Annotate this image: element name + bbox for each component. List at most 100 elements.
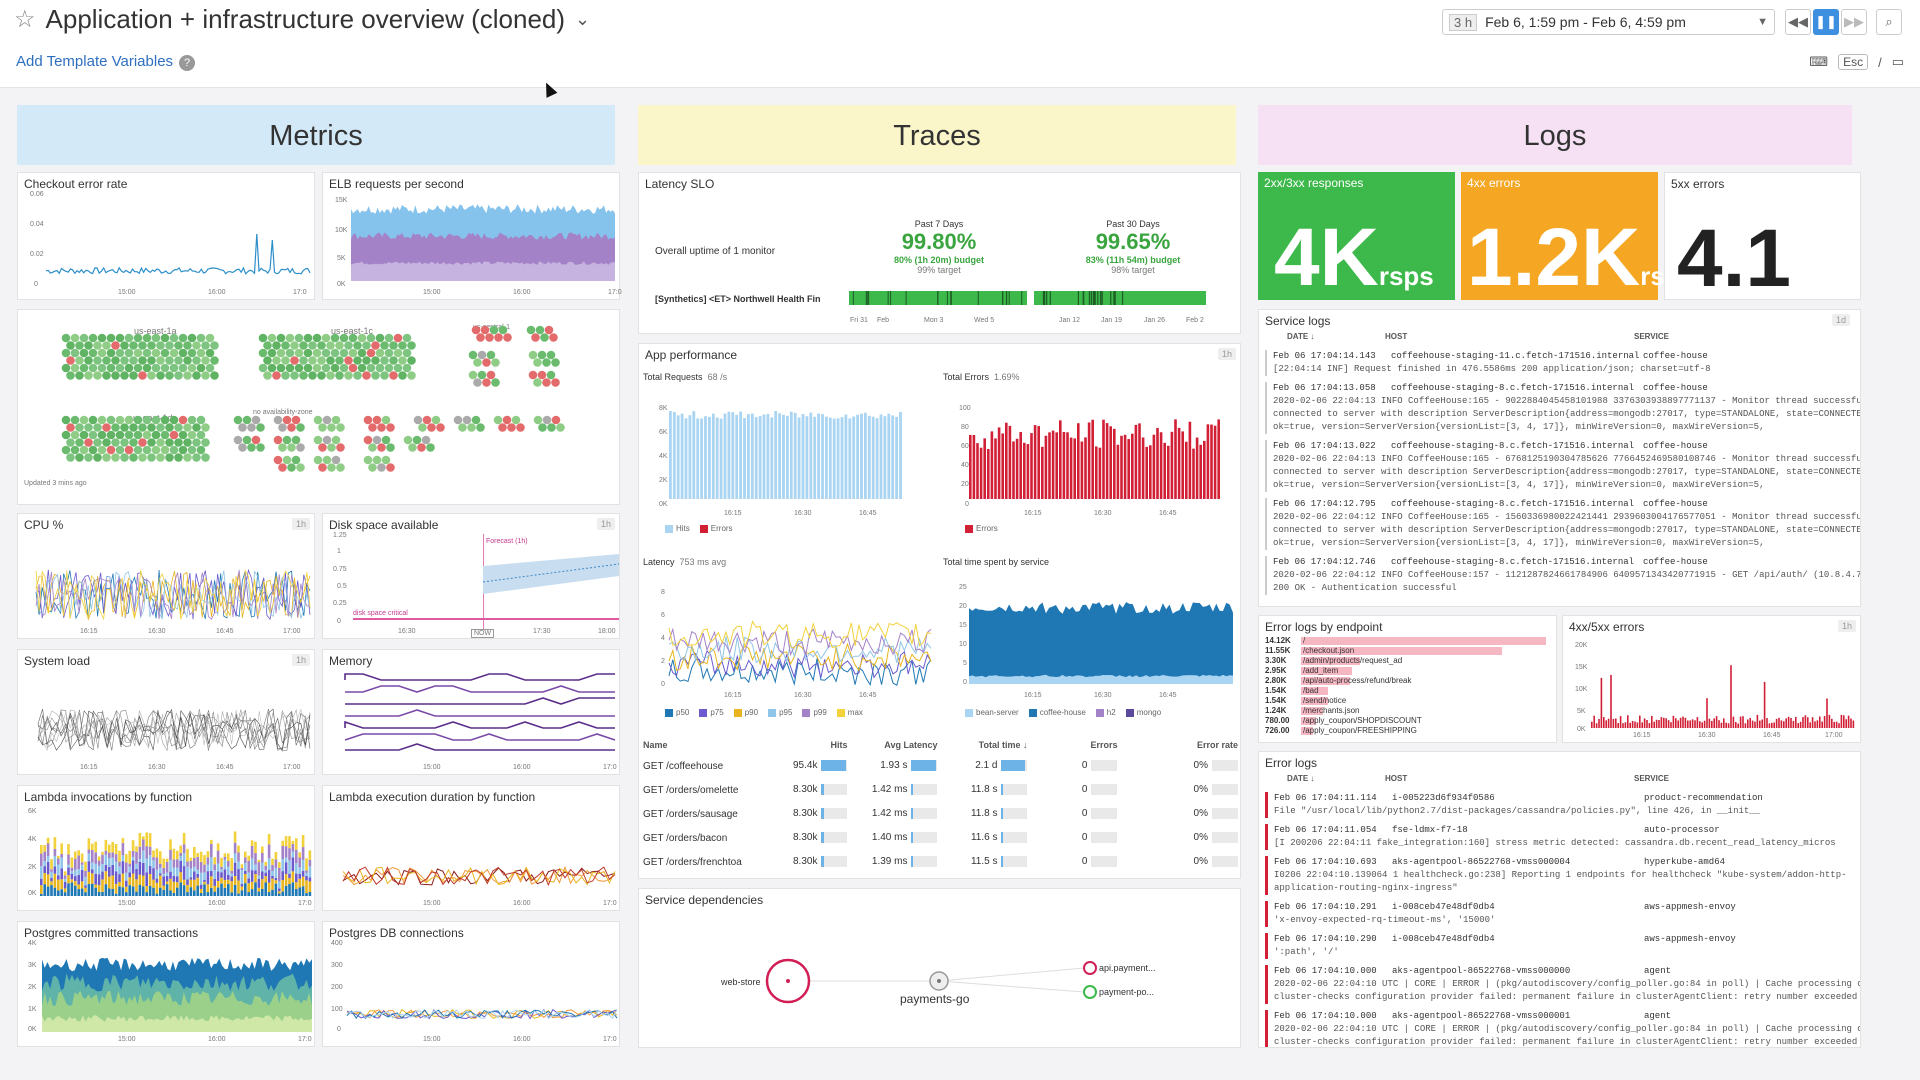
pause-button[interactable]: ❚❚ <box>1813 9 1839 35</box>
app-performance-widget[interactable]: App performance 1h Total Requests 68 /s … <box>638 343 1241 879</box>
bar-segment <box>250 858 254 871</box>
service-dependencies-widget[interactable]: Service dependencies web-store payments-… <box>638 888 1241 1048</box>
downtime-mark <box>977 291 979 305</box>
slo-monitor-name[interactable]: [Synthetics] <ET> Northwell Health Fin <box>655 294 820 304</box>
errors-4xx5xx-widget[interactable]: 4xx/5xx errors 1h 20K 15K 10K 5K 0K 16:15 16:… <box>1562 615 1861 743</box>
toplist-row[interactable]: 2.80K/api/auto-process/refund/break <box>1265 676 1412 685</box>
payment-po-label[interactable]: payment-po... <box>1099 987 1155 997</box>
rewind-button[interactable]: ◀◀ <box>1785 9 1811 35</box>
log-entry[interactable]: Feb 06 17:04:13.022 coffeehouse-staging-8… <box>1265 440 1860 492</box>
cpu-widget[interactable]: CPU % 1h 16:15 16:30 16:45 17:00 <box>17 513 315 639</box>
dashboard-title-text[interactable]: Application + infrastructure overview (c… <box>45 4 566 34</box>
service-logs-widget[interactable]: Service logs 1d DATE ↓ HOST SERVICE Feb 06… <box>1258 309 1861 607</box>
web-store-label[interactable]: web-store <box>721 977 761 987</box>
toplist-row[interactable]: 2.95K/add_item <box>1265 666 1550 676</box>
bar <box>723 413 727 499</box>
host-hex <box>468 350 478 360</box>
table-row[interactable]: GET /coffeehouse 95.4k 1.93 s 2.1 d 0 0% <box>639 754 1242 778</box>
disk-space-widget[interactable]: Disk space available 1h Forecast (1h) di… <box>322 513 620 639</box>
toplist-row[interactable]: 11.55K/checkout.json <box>1265 646 1550 656</box>
esc-key[interactable]: Esc <box>1838 54 1869 70</box>
bar-segment <box>182 879 186 886</box>
lambda-duration-widget[interactable]: Lambda execution duration by function 15… <box>322 785 620 911</box>
log-entry[interactable]: Feb 06 17:04:10.000 aks-agentpool-8652276… <box>1265 965 1860 1004</box>
log-entry[interactable]: Feb 06 17:04:12.746 coffeehouse-staging-8… <box>1265 556 1860 595</box>
elb-requests-widget[interactable]: ELB requests per second 15K 10K 5K 0K 15:00… <box>322 172 622 300</box>
responses-2xx-widget[interactable]: 2xx/3xx responses 4Krsps <box>1258 172 1455 300</box>
bar-segment <box>148 885 152 896</box>
host-hex <box>263 371 272 380</box>
postgres-transactions-widget[interactable]: Postgres committed transactions 4K 3K 2K 1K… <box>17 921 315 1047</box>
bar-segment <box>274 859 278 868</box>
toplist-row[interactable]: 780.00/apply_coupon/SHOPDISCOUNT <box>1265 716 1422 725</box>
col-total-time[interactable]: Total time ↓ <box>978 740 1028 750</box>
host-hex <box>133 348 143 358</box>
time-range-picker[interactable]: 3 h Feb 6, 1:59 pm - Feb 6, 4:59 pm ▼ <box>1442 9 1775 35</box>
keyboard-icon[interactable]: ⌨ <box>1809 54 1829 69</box>
toplist-row[interactable]: 14.12K / <box>1265 636 1550 646</box>
col-latency[interactable]: Avg Latency <box>884 740 938 750</box>
system-load-widget[interactable]: System load 1h 16:15 16:30 16:45 17:00 <box>17 649 315 775</box>
bar-segment <box>220 872 223 878</box>
log-entry[interactable]: Feb 06 17:04:10.000 aks-agentpool-8652276… <box>1265 1010 1860 1047</box>
col-errors[interactable]: Errors <box>1090 740 1118 750</box>
bar-segment <box>121 855 125 862</box>
log-entry[interactable]: Feb 06 17:04:10.290 i-008ceb47e48df0db4 aw… <box>1265 933 1854 959</box>
bar <box>1737 723 1739 728</box>
toplist-row[interactable]: 726.00/apply_coupon/FREESHIPPING <box>1265 726 1417 735</box>
bar-segment <box>80 862 84 865</box>
log-entry[interactable]: Feb 06 17:04:12.795 coffeehouse-staging-8… <box>1265 498 1860 550</box>
host-map-widget[interactable]: us-east-1a us-east-1c us-central-1 us-ea… <box>17 309 620 505</box>
bar-segment <box>162 858 165 868</box>
errors-4xx-widget[interactable]: 4xx errors 1.2Krsps <box>1461 172 1695 300</box>
log-entry[interactable]: Feb 06 17:04:13.058 coffeehouse-staging-8… <box>1265 382 1860 434</box>
table-row[interactable]: GET /orders/bacon 8.30k 1.40 ms 11.6 s 0 0% <box>639 826 1242 850</box>
bar-segment <box>60 868 63 880</box>
star-icon[interactable]: ☆ <box>14 6 36 33</box>
log-entry[interactable]: Feb 06 17:04:14.143 coffeehouse-staging-1… <box>1265 350 1854 376</box>
col-name[interactable]: Name <box>643 740 668 750</box>
postgres-connections-widget[interactable]: Postgres DB connections 400 300 200 100 0 15… <box>322 921 620 1047</box>
toplist-row[interactable]: 1.54K/bad <box>1265 686 1550 696</box>
chevron-down-icon[interactable]: ⌄ <box>575 9 591 29</box>
log-entry[interactable]: Feb 06 17:04:10.291 i-008ceb47e48df0db4 aw… <box>1265 901 1854 927</box>
error-logs-widget[interactable]: Error logs DATE ↓ HOST SERVICE Feb 06 17:0… <box>1258 751 1861 1048</box>
checkout-error-rate-widget[interactable]: Checkout error rate 0.06 0.04 0.02 0 15:00 1… <box>17 172 315 300</box>
col-hits[interactable]: Hits <box>830 740 848 750</box>
forward-button[interactable]: ▶▶ <box>1841 9 1867 35</box>
bar <box>747 414 750 499</box>
host-hex <box>142 333 152 343</box>
tv-mode-icon[interactable]: ▭ <box>1891 54 1904 69</box>
toplist-row[interactable]: 3.30K/admin/products/request_ad <box>1265 656 1403 665</box>
toplist-row[interactable]: 1.24K/merchants.json <box>1265 706 1360 715</box>
errors-5xx-widget[interactable]: 5xx errors 4.1 rsps <box>1664 172 1861 372</box>
lambda-invocations-widget[interactable]: Lambda invocations by function 6K 4K 2K 0K … <box>17 785 315 911</box>
search-icon[interactable]: ⌕ <box>1876 9 1902 35</box>
bar-segment <box>162 873 165 877</box>
add-template-variables-link[interactable]: Add Template Variables? <box>16 53 196 71</box>
latency-slo-widget[interactable]: Latency SLO Overall uptime of 1 monitor … <box>638 172 1241 334</box>
downtime-mark <box>1113 291 1115 305</box>
bar-segment <box>213 891 216 896</box>
widget-title: Error logs by endpoint <box>1265 620 1383 634</box>
help-icon[interactable]: ? <box>179 55 196 71</box>
log-entry[interactable]: Feb 06 17:04:11.114 i-005223d6f934f0586 pr… <box>1265 792 1854 818</box>
host-hex <box>273 435 283 445</box>
payments-go-label[interactable]: payments-go <box>900 992 970 1006</box>
col-error-rate[interactable]: Error rate <box>1196 740 1238 750</box>
log-entry[interactable]: Feb 06 17:04:11.054 fse-ldmx-f7-18 auto-pr… <box>1265 824 1854 850</box>
api-payment-label[interactable]: api.payment... <box>1099 963 1156 973</box>
table-row[interactable]: GET /orders/sausage 8.30k 1.42 ms 11.8 s 0 0% <box>639 802 1242 826</box>
bar-segment <box>284 862 288 875</box>
caret-down-icon[interactable]: ▼ <box>1757 16 1768 28</box>
toplist-row[interactable]: 1.54K/send/notice <box>1265 696 1347 705</box>
bar-segment <box>148 866 152 875</box>
bar <box>895 416 898 499</box>
log-entry[interactable]: Feb 06 17:04:10.693 aks-agentpool-8652276… <box>1265 856 1854 895</box>
memory-widget[interactable]: Memory 15:00 16:00 17:0 <box>322 649 620 775</box>
error-endpoints-widget[interactable]: Error logs by endpoint 14.12K/11.55K/che… <box>1258 615 1557 743</box>
bar-segment <box>247 872 250 879</box>
bar-segment <box>305 872 308 876</box>
